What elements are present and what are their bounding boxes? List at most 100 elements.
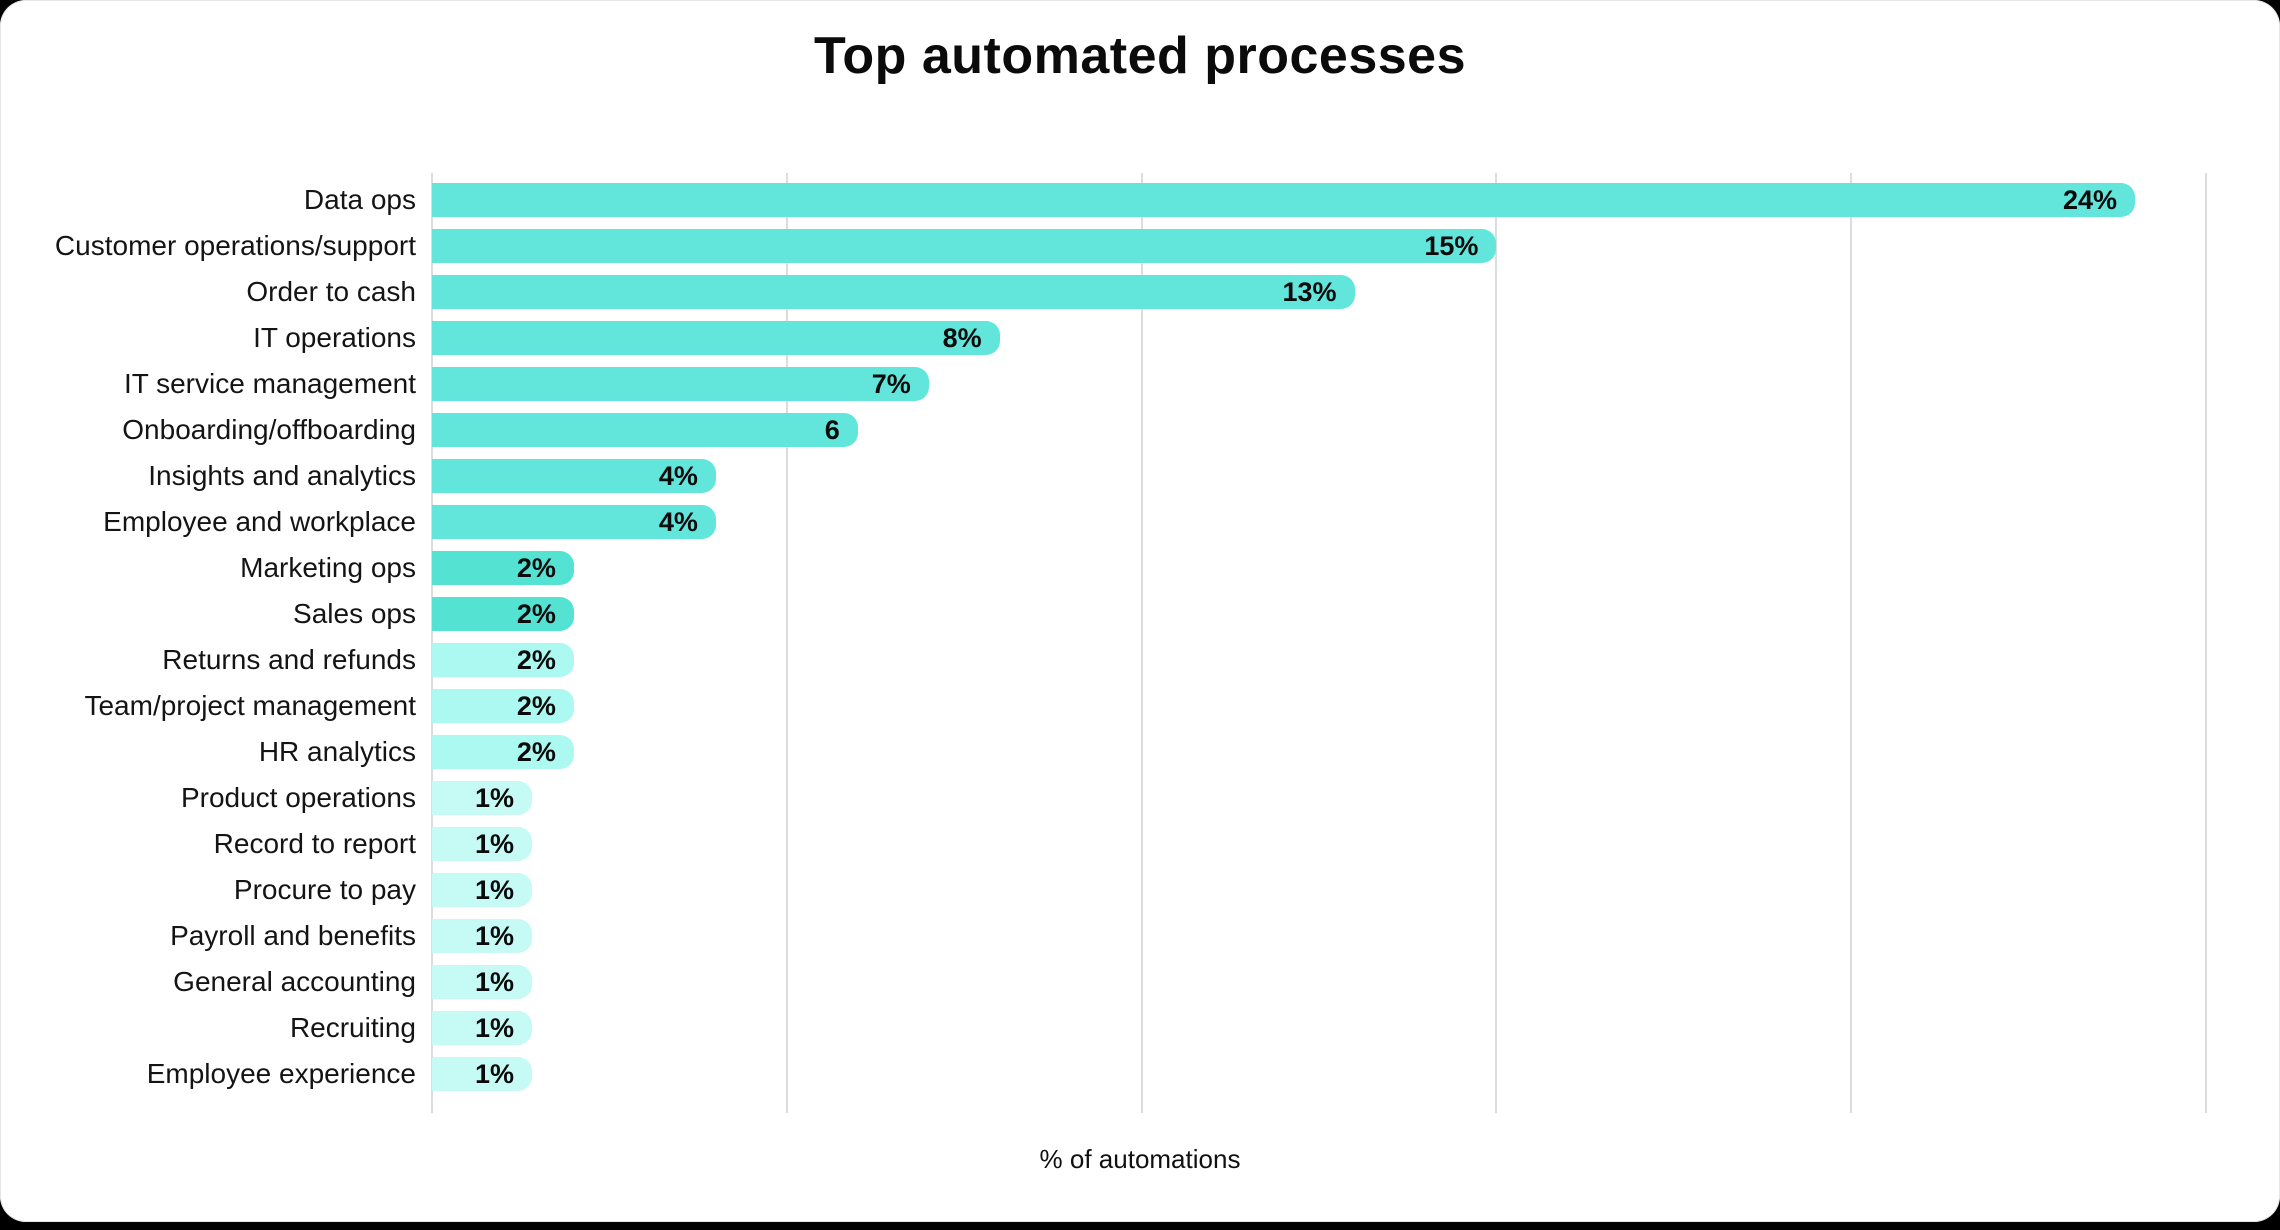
bar: 4% [432,459,716,493]
bar-track: 2% [432,597,2277,631]
bar-track: 1% [432,827,2277,861]
category-label: IT operations [253,322,416,353]
bar-row: Order to cash 13% [0,269,2277,315]
bar-row: Onboarding/offboarding 6 [0,407,2277,453]
category-label: Employee experience [146,1058,416,1089]
gridline [1495,173,1498,1113]
bar: 1% [432,827,532,861]
value-label: 1% [474,828,514,859]
value-label: 13% [1282,276,1337,307]
bar-track: 24% [432,183,2277,217]
bar: 6 [432,413,858,447]
category-label: Data ops [303,184,416,215]
category-label: Returns and refunds [162,644,416,675]
bar-track: 2% [432,643,2277,677]
category-label: General accounting [173,966,416,997]
bar-row: Data ops 24% [0,177,2277,223]
value-label: 8% [942,322,982,353]
bar-track: 2% [432,735,2277,769]
bar-row: Returns and refunds 2% [0,637,2277,683]
bar-track: 1% [432,1011,2277,1045]
category-label: Product operations [180,782,416,813]
gridline [1850,173,1853,1113]
bar: 15% [432,229,1497,263]
value-label: 2% [516,690,556,721]
bar-track: 2% [432,689,2277,723]
bar-row: Team/project management 2% [0,683,2277,729]
value-label: 15% [1424,230,1479,261]
value-label: 1% [474,874,514,905]
bar-row: IT operations 8% [0,315,2277,361]
bar-track: 4% [432,459,2277,493]
category-label: Record to report [213,828,416,859]
category-label: Customer operations/support [54,230,416,261]
bar: 2% [432,551,574,585]
category-label: Procure to pay [233,874,416,905]
bar-row: Procure to pay 1% [0,867,2277,913]
bar: 2% [432,735,574,769]
gridline [1140,173,1143,1113]
bar: 2% [432,689,574,723]
value-label: 6 [824,414,840,445]
bar-row: IT service management 7% [0,361,2277,407]
bar-row: Insights and analytics 4% [0,453,2277,499]
bar-row: Employee experience 1% [0,1051,2277,1097]
value-label: 1% [474,966,514,997]
bar: 2% [432,643,574,677]
bar: 8% [432,321,1000,355]
x-axis-label: % of automations [1039,1144,1241,1174]
value-label: 1% [474,1012,514,1043]
bar-track: 1% [432,781,2277,815]
value-label: 1% [474,782,514,813]
bar-track: 6 [432,413,2277,447]
category-label: HR analytics [258,736,416,767]
bar-row: Employee and workplace 4% [0,499,2277,545]
value-label: 2% [516,598,556,629]
value-label: 2% [516,736,556,767]
bar-row: Product operations 1% [0,775,2277,821]
bar: 13% [432,275,1355,309]
bar: 2% [432,597,574,631]
value-label: 4% [658,460,698,491]
bar: 1% [432,873,532,907]
bar-row: General accounting 1% [0,959,2277,1005]
bar: 1% [432,965,532,999]
category-label: Employee and workplace [103,506,416,537]
category-label: Sales ops [293,598,416,629]
bar-track: 1% [432,1057,2277,1091]
value-label: 2% [516,552,556,583]
value-label: 1% [474,920,514,951]
bar: 1% [432,1011,532,1045]
value-label: 24% [2063,184,2118,215]
bar-track: 15% [432,229,2277,263]
bar-row: Record to report 1% [0,821,2277,867]
value-label: 7% [871,368,911,399]
bar-track: 1% [432,919,2277,953]
bar-row: Marketing ops 2% [0,545,2277,591]
bar: 1% [432,919,532,953]
category-label: Recruiting [289,1012,416,1043]
category-label: Onboarding/offboarding [122,414,416,445]
bar-rows: Data ops 24% Customer operations/support 15… [0,177,2277,1097]
bar: 7% [432,367,929,401]
bar-track: 2% [432,551,2277,585]
bar-row: Payroll and benefits 1% [0,913,2277,959]
bar-track: 1% [432,965,2277,999]
gridline [2205,173,2208,1113]
category-label: Marketing ops [240,552,416,583]
category-label: Team/project management [84,690,416,721]
bar-row: Sales ops 2% [0,591,2277,637]
bar-row: HR analytics 2% [0,729,2277,775]
bar-row: Recruiting 1% [0,1005,2277,1051]
bar: 1% [432,781,532,815]
value-label: 4% [658,506,698,537]
bar-track: 7% [432,367,2277,401]
category-label: Order to cash [246,276,416,307]
bar-row: Customer operations/support 15% [0,223,2277,269]
bar-track: 13% [432,275,2277,309]
bar-track: 4% [432,505,2277,539]
bar: 24% [432,183,2136,217]
bar: 4% [432,505,716,539]
category-label: Payroll and benefits [170,920,416,951]
